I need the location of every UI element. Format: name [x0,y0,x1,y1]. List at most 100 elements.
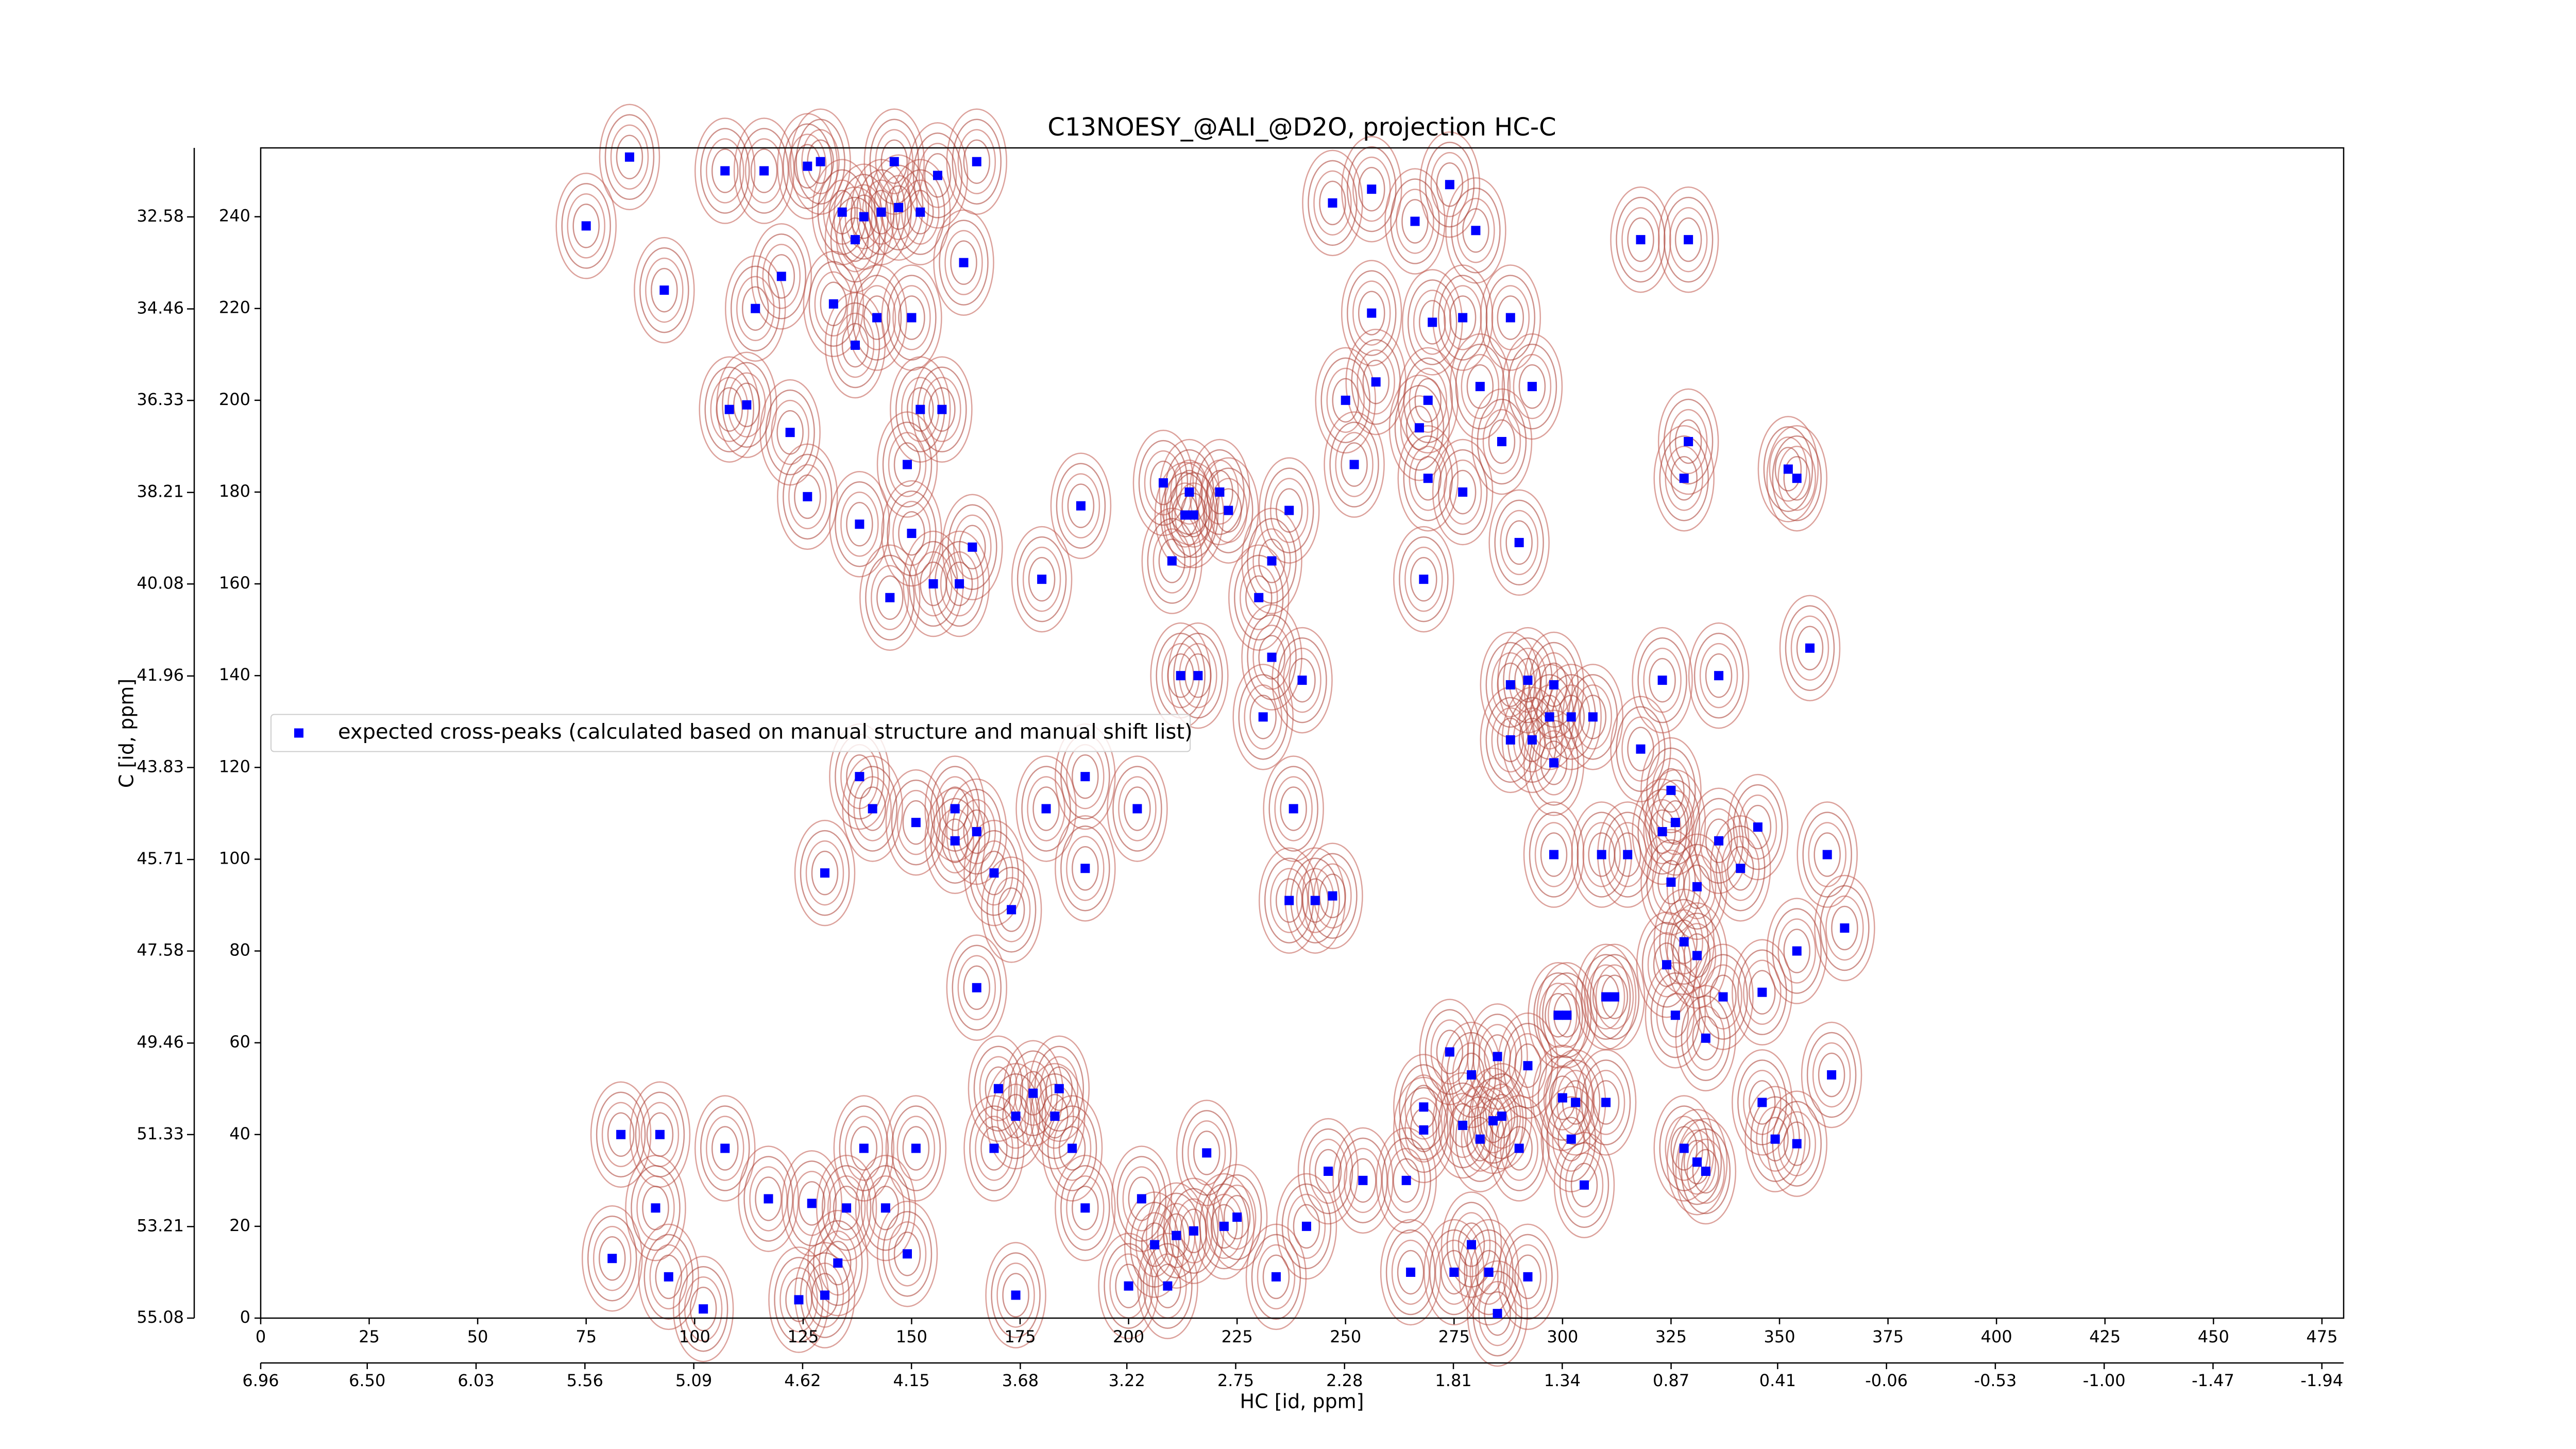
contour [1163,462,1225,568]
contour [841,217,869,262]
cross-peak [1011,1290,1021,1300]
contour [1414,378,1442,423]
contour [1149,460,1177,506]
x-tick-label: 0 [256,1327,266,1346]
contour [1534,822,1573,887]
contour [788,133,827,199]
y-tick-label: 100 [219,848,250,868]
contour [634,237,695,344]
contour [968,1035,1029,1142]
contour [882,1211,933,1297]
contour [1011,526,1073,633]
cross-peak [972,983,981,992]
cross-peak [1684,436,1693,446]
cross-peak [820,1290,829,1300]
x2-tick-label: 0.87 [1653,1371,1689,1390]
x2-tick-label: 4.15 [893,1371,930,1390]
contour [1072,846,1099,891]
cross-peak [1167,556,1177,566]
contour [704,366,754,452]
contour [1443,1092,1482,1158]
contour [1570,1162,1598,1207]
contour [850,1126,878,1171]
contour [716,351,777,458]
contour [833,1095,895,1202]
contour [885,769,947,876]
contour [830,302,880,389]
cross-peak [1714,671,1724,681]
contour [1469,1239,1508,1305]
contour [638,1223,700,1330]
contour [1098,1233,1159,1339]
contour [1627,217,1654,262]
contour [1820,885,1870,971]
contour [1141,508,1203,614]
cross-peak [1609,992,1619,1002]
contour [1173,632,1223,719]
cross-peak [699,1304,708,1314]
contour [979,1056,1018,1121]
cross-peak [1757,1098,1767,1107]
cross-peak [1792,1139,1802,1149]
contour [1670,456,1698,501]
cross-peak [837,207,847,217]
cross-peak [651,1203,660,1213]
cross-peak [1297,676,1307,685]
contour [783,123,833,209]
contour [1430,151,1469,217]
cross-peak [742,400,752,410]
contour [1518,364,1546,409]
contour [1245,1223,1307,1330]
contour [1258,538,1285,583]
contour [996,1262,1035,1328]
contour [1021,766,1071,852]
contour [722,362,772,448]
y-tick-label: 240 [219,206,250,226]
contour [1540,664,1602,770]
contour [739,128,789,214]
cross-peak [1701,1033,1710,1043]
contour [1806,1032,1857,1118]
cross-peak [1840,923,1850,933]
contour [743,1156,793,1242]
contour [844,1116,884,1181]
contour [601,1102,640,1168]
cross-peak [1341,395,1350,405]
contour [711,148,739,193]
contour [744,138,784,204]
x2-tick-label: 5.09 [675,1371,712,1390]
contour [930,798,980,884]
cross-peak [1475,382,1485,392]
contour [808,261,859,347]
contour [980,856,1042,963]
contour [928,387,956,432]
contour [750,148,778,193]
contour [1656,982,1695,1048]
contour [1610,696,1671,802]
contour [1529,812,1579,898]
contour [944,230,983,295]
contour [1280,786,1307,831]
contour [1111,1145,1173,1252]
contour [755,1176,782,1221]
contour [871,565,909,631]
cross-peak [1007,905,1016,915]
contour [1154,462,1216,568]
cross-peak [1514,1143,1524,1153]
contour [607,1112,635,1157]
contour [741,286,769,331]
x2-tick-label: 3.22 [1109,1371,1145,1390]
x2-tick-label: 6.50 [349,1371,385,1390]
contour [706,138,744,204]
contour [805,840,844,906]
cross-peak [1328,198,1337,208]
x2-tick-label: -0.06 [1865,1371,1908,1390]
cross-peak [916,405,925,414]
contour [1726,846,1754,891]
y-tick-label: 120 [219,756,250,776]
cross-peak [1289,804,1298,814]
contour [1675,1118,1737,1225]
contour [1480,264,1541,371]
cross-peak [803,492,812,501]
cross-peak [855,519,865,529]
